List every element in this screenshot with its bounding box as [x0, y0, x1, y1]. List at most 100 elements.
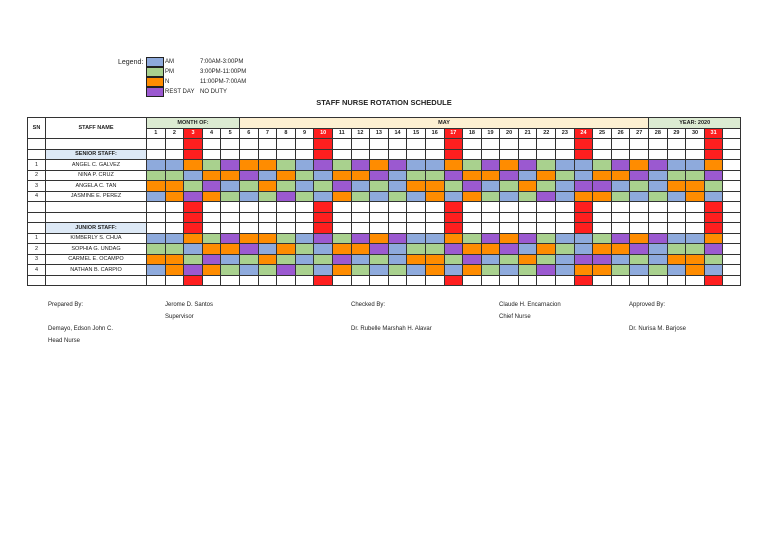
shift-cell-day-27[interactable]	[629, 253, 650, 265]
shift-cell-day-9[interactable]	[294, 190, 315, 202]
shift-cell-day-17[interactable]	[443, 243, 464, 255]
shift-cell-day-13[interactable]	[369, 253, 389, 265]
shift-cell-day-25[interactable]	[592, 190, 612, 202]
shift-cell-day-5[interactable]	[220, 232, 240, 244]
shift-cell-day-8[interactable]	[276, 264, 296, 276]
shift-cell-day-14[interactable]	[387, 264, 408, 276]
shift-cell-day-15[interactable]	[406, 169, 426, 181]
shift-cell-day-3[interactable]	[183, 232, 203, 244]
shift-cell-day-9[interactable]	[294, 232, 315, 244]
shift-cell-day-25[interactable]	[592, 264, 612, 276]
shift-cell-day-28[interactable]	[648, 159, 668, 171]
shift-cell-day-6[interactable]	[238, 243, 259, 255]
shift-cell-day-24[interactable]	[573, 264, 594, 276]
shift-cell-day-6[interactable]	[238, 253, 259, 265]
shift-cell-day-10[interactable]	[313, 232, 333, 244]
shift-cell-day-5[interactable]	[220, 253, 240, 265]
shift-cell-day-18[interactable]	[462, 169, 482, 181]
shift-cell-day-25[interactable]	[592, 180, 612, 192]
shift-cell-day-11[interactable]	[331, 264, 352, 276]
shift-cell-day-20[interactable]	[499, 243, 519, 255]
shift-cell-day-5[interactable]	[220, 180, 240, 192]
shift-cell-day-11[interactable]	[331, 159, 352, 171]
shift-cell-day-21[interactable]	[517, 159, 538, 171]
shift-cell-day-20[interactable]	[499, 264, 519, 276]
shift-cell-day-3[interactable]	[183, 253, 203, 265]
shift-cell-day-21[interactable]	[517, 243, 538, 255]
shift-cell-day-26[interactable]	[610, 159, 631, 171]
shift-cell-day-1[interactable]	[146, 232, 166, 244]
shift-cell-day-12[interactable]	[350, 190, 371, 202]
shift-cell-day-21[interactable]	[517, 253, 538, 265]
shift-cell-day-21[interactable]	[517, 169, 538, 181]
shift-cell-day-17[interactable]	[443, 264, 464, 276]
shift-cell-day-29[interactable]	[666, 169, 687, 181]
shift-cell-day-17[interactable]	[443, 190, 464, 202]
shift-cell-day-25[interactable]	[592, 253, 612, 265]
shift-cell-day-23[interactable]	[555, 180, 575, 192]
shift-cell-day-29[interactable]	[666, 180, 687, 192]
shift-cell-day-8[interactable]	[276, 169, 296, 181]
shift-cell-day-2[interactable]	[164, 253, 185, 265]
shift-cell-day-23[interactable]	[555, 264, 575, 276]
shift-cell-day-4[interactable]	[201, 169, 222, 181]
shift-cell-day-19[interactable]	[480, 232, 501, 244]
shift-cell-day-8[interactable]	[276, 180, 296, 192]
shift-cell-day-4[interactable]	[201, 243, 222, 255]
shift-cell-day-18[interactable]	[462, 232, 482, 244]
shift-cell-day-30[interactable]	[685, 232, 705, 244]
shift-cell-day-26[interactable]	[610, 253, 631, 265]
shift-cell-day-19[interactable]	[480, 264, 501, 276]
shift-cell-day-16[interactable]	[424, 169, 445, 181]
shift-cell-day-5[interactable]	[220, 169, 240, 181]
shift-cell-day-9[interactable]	[294, 253, 315, 265]
shift-cell-day-8[interactable]	[276, 232, 296, 244]
shift-cell-day-9[interactable]	[294, 243, 315, 255]
shift-cell-day-14[interactable]	[387, 190, 408, 202]
shift-cell-day-15[interactable]	[406, 159, 426, 171]
shift-cell-day-11[interactable]	[331, 232, 352, 244]
shift-cell-day-3[interactable]	[183, 243, 203, 255]
shift-cell-day-4[interactable]	[201, 232, 222, 244]
shift-cell-day-19[interactable]	[480, 243, 501, 255]
shift-cell-day-20[interactable]	[499, 190, 519, 202]
shift-cell-day-11[interactable]	[331, 253, 352, 265]
shift-cell-day-15[interactable]	[406, 180, 426, 192]
shift-cell-day-6[interactable]	[238, 169, 259, 181]
shift-cell-day-23[interactable]	[555, 159, 575, 171]
shift-cell-day-28[interactable]	[648, 180, 668, 192]
shift-cell-day-4[interactable]	[201, 180, 222, 192]
shift-cell-day-3[interactable]	[183, 190, 203, 202]
shift-cell-day-2[interactable]	[164, 243, 185, 255]
shift-cell-day-30[interactable]	[685, 190, 705, 202]
shift-cell-day-2[interactable]	[164, 180, 185, 192]
shift-cell-day-10[interactable]	[313, 253, 333, 265]
shift-cell-day-12[interactable]	[350, 253, 371, 265]
shift-cell-day-16[interactable]	[424, 190, 445, 202]
shift-cell-day-5[interactable]	[220, 264, 240, 276]
shift-cell-day-22[interactable]	[536, 253, 557, 265]
shift-cell-day-21[interactable]	[517, 264, 538, 276]
shift-cell-day-6[interactable]	[238, 180, 259, 192]
shift-cell-day-9[interactable]	[294, 180, 315, 192]
shift-cell-day-5[interactable]	[220, 243, 240, 255]
shift-cell-day-3[interactable]	[183, 169, 203, 181]
shift-cell-day-17[interactable]	[443, 232, 464, 244]
shift-cell-day-2[interactable]	[164, 169, 185, 181]
shift-cell-day-19[interactable]	[480, 190, 501, 202]
shift-cell-day-8[interactable]	[276, 243, 296, 255]
shift-cell-day-16[interactable]	[424, 232, 445, 244]
shift-cell-day-20[interactable]	[499, 232, 519, 244]
shift-cell-day-24[interactable]	[573, 190, 594, 202]
shift-cell-day-15[interactable]	[406, 243, 426, 255]
shift-cell-day-9[interactable]	[294, 169, 315, 181]
shift-cell-day-31[interactable]	[703, 264, 724, 276]
shift-cell-day-27[interactable]	[629, 264, 650, 276]
shift-cell-day-11[interactable]	[331, 243, 352, 255]
shift-cell-day-29[interactable]	[666, 253, 687, 265]
shift-cell-day-24[interactable]	[573, 253, 594, 265]
shift-cell-day-17[interactable]	[443, 253, 464, 265]
shift-cell-day-15[interactable]	[406, 264, 426, 276]
shift-cell-day-31[interactable]	[703, 253, 724, 265]
shift-cell-day-16[interactable]	[424, 180, 445, 192]
